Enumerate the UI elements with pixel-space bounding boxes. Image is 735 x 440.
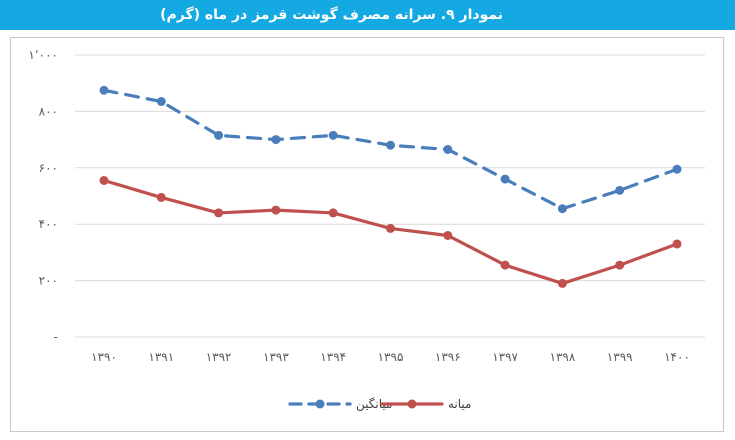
x-tick-label: ۱۳۹۷ [492, 350, 518, 364]
legend-label: میانه [448, 397, 471, 411]
data-point [214, 208, 224, 218]
series-points [99, 85, 682, 288]
x-tick-label: ۱۳۹۰ [91, 350, 117, 364]
chart-frame [10, 37, 724, 432]
data-point [500, 174, 510, 184]
data-point [672, 239, 682, 249]
data-point [386, 140, 395, 150]
data-point [328, 208, 338, 218]
y-axis-labels: - ۲۰۰ ۴۰۰ ۶۰۰ ۸۰۰ ۱٬۰۰۰ [28, 48, 58, 344]
data-point [615, 260, 625, 270]
x-tick-label: ۱۳۹۵ [378, 350, 404, 364]
y-tick-label: ۸۰۰ [39, 104, 58, 118]
data-point [328, 130, 338, 140]
data-point [99, 175, 109, 185]
x-tick-label: ۱۳۹۲ [206, 350, 232, 364]
y-tick-label: ۶۰۰ [39, 161, 58, 175]
series-lines [102, 88, 679, 286]
data-point [557, 204, 567, 214]
data-point [156, 97, 166, 107]
legend-marker [407, 399, 417, 409]
data-point [99, 85, 109, 95]
y-tick-label: ۱٬۰۰۰ [28, 48, 58, 62]
data-point [156, 192, 166, 202]
data-point [500, 260, 510, 270]
x-tick-label: ۱۳۹۴ [320, 350, 346, 364]
data-point [557, 278, 567, 288]
legend-label: میانگین [356, 397, 392, 412]
data-point [271, 205, 281, 215]
x-tick-label: ۱۴۰۰ [664, 350, 690, 364]
gridlines [75, 54, 705, 338]
legend-marker [315, 399, 325, 409]
y-tick-label: ۴۰۰ [39, 217, 58, 231]
x-tick-label: ۱۳۹۶ [435, 350, 461, 364]
data-point [615, 185, 625, 195]
y-tick-label: ۲۰۰ [39, 274, 58, 288]
data-point [672, 164, 682, 174]
x-tick-label: ۱۳۹۹ [607, 350, 633, 364]
data-point [443, 144, 453, 154]
data-point [386, 223, 395, 233]
x-axis-labels: ۱۳۹۰ ۱۳۹۱ ۱۳۹۲ ۱۳۹۳ ۱۳۹۴ ۱۳۹۵ ۱۳۹۶ ۱۳۹۷ ۱۳۹۸ ۱۳۹۹… [91, 350, 690, 364]
data-point [271, 135, 281, 145]
y-tick-label: - [54, 330, 58, 344]
legend: میانگین میانه [288, 397, 471, 412]
data-point [443, 230, 453, 240]
x-tick-label: ۱۳۹۸ [550, 350, 576, 364]
chart-title: نمودار ۹. سرانه مصرف گوشت قرمز در ماه (گ… [0, 0, 735, 30]
x-tick-label: ۱۳۹۳ [263, 350, 289, 364]
data-point [214, 130, 224, 140]
x-tick-label: ۱۳۹۱ [148, 350, 174, 364]
